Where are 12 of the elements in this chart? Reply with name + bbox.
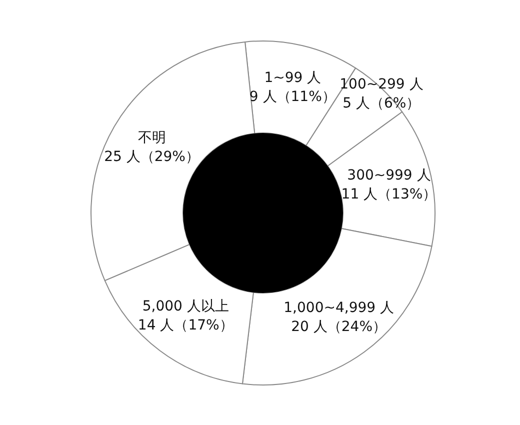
- slice-label: 5,000 人以上: [142, 298, 229, 315]
- data-label: 5 人（6%）: [342, 96, 420, 112]
- slice-label: 1~99 人: [264, 70, 322, 86]
- data-label: 9 人（11%）: [249, 88, 336, 105]
- slice-label: 1,000~4,999 人: [284, 300, 394, 316]
- slice-label: 不明: [138, 130, 166, 146]
- slice-label: 100~299 人: [340, 76, 424, 93]
- data-label: 11 人（13%）: [341, 186, 437, 203]
- data-label: 20 人（24%）: [291, 318, 387, 335]
- slice-label: 300~999 人: [347, 168, 431, 184]
- data-label: 25 人（29%）: [104, 149, 200, 166]
- data-label: 14 人（17%）: [138, 318, 234, 334]
